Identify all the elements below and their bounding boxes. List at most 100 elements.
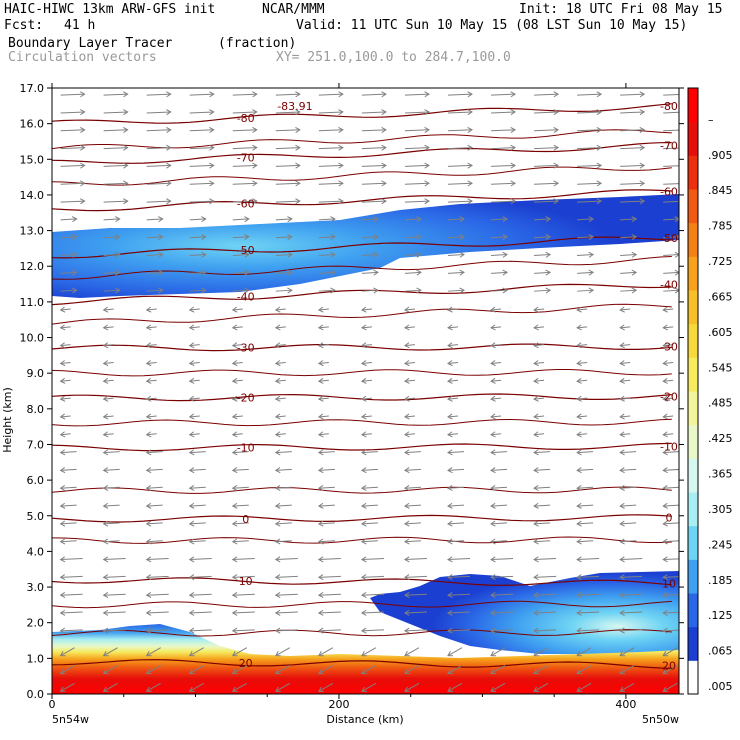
wind-vector-head [619, 538, 625, 545]
wind-vector [103, 593, 126, 596]
wind-vector [146, 182, 171, 185]
wind-vector [103, 147, 128, 150]
wind-vector-head [360, 360, 367, 367]
wind-vector-head [59, 342, 66, 349]
wind-vector-head [360, 609, 367, 616]
wind-vector-head [317, 431, 324, 438]
wind-vector [447, 486, 465, 489]
wind-vector-head [231, 538, 238, 545]
wind-vector-head [102, 627, 109, 634]
wind-vector [60, 344, 71, 347]
wind-vector [620, 486, 637, 489]
wind-vector [620, 129, 645, 132]
wind-vector [361, 271, 378, 274]
temperature-contour [52, 256, 672, 280]
wind-vector-head [274, 502, 281, 509]
wind-vector-head [158, 216, 164, 223]
wind-vector-head [447, 574, 453, 581]
wind-vector-head [576, 520, 582, 527]
wind-vector-head [424, 180, 430, 187]
wind-vector-head [576, 484, 582, 491]
wind-vector [447, 129, 473, 132]
wind-vector [103, 308, 114, 311]
wind-vector [60, 397, 71, 400]
wind-vector-head [510, 144, 517, 151]
wind-vector [577, 289, 594, 292]
wind-vector [361, 147, 386, 150]
wind-vector-head [330, 233, 336, 240]
wind-vector [189, 289, 206, 292]
colorbar-swatch [688, 660, 698, 695]
wind-vector-head [467, 198, 473, 205]
wind-vector [577, 129, 602, 132]
wind-vector-head [533, 306, 539, 313]
wind-vector-head [158, 233, 164, 240]
wind-vector [663, 344, 674, 347]
wind-vector [275, 629, 298, 632]
wind-vector [447, 147, 473, 150]
wind-vector-head [166, 144, 172, 151]
wind-vector [60, 93, 85, 96]
colorbar-label: .725 [708, 255, 733, 268]
wind-vector [146, 218, 163, 221]
wind-vector-head [490, 306, 496, 313]
wind-vector-head [490, 668, 497, 675]
wind-vector [534, 433, 545, 436]
wind-vector [577, 575, 600, 578]
wind-vector [534, 164, 559, 167]
contour-label: -30 [660, 340, 678, 353]
contour-label: -83.91 [277, 100, 312, 113]
wind-vector-head [381, 109, 387, 116]
temperature-contour [52, 514, 672, 523]
wind-vector [232, 164, 257, 167]
colorbar-swatch [688, 357, 698, 392]
wind-vector-head [231, 556, 238, 563]
wind-vector [577, 433, 588, 436]
wind-vector-head [188, 592, 195, 599]
wind-vector [620, 236, 637, 239]
wind-vector-head [619, 484, 625, 491]
wind-vector-head [576, 324, 582, 331]
wind-vector [146, 451, 163, 454]
wind-vector [103, 271, 120, 274]
wind-vector [103, 361, 114, 364]
wind-vector [534, 111, 559, 114]
wind-vector [318, 682, 334, 692]
circulation-vectors [59, 91, 679, 692]
wind-vector [146, 433, 157, 436]
wind-vector-head [59, 651, 66, 657]
wind-vector [60, 254, 77, 257]
wind-vector [663, 183, 679, 185]
wind-vector [447, 433, 459, 436]
wind-vector [577, 164, 602, 167]
wind-vector [577, 451, 594, 454]
wind-vector [404, 361, 416, 364]
wind-vector [189, 182, 214, 185]
wind-vector [490, 326, 502, 329]
wind-vector [232, 593, 255, 596]
wind-vector [663, 540, 679, 543]
wind-vector [189, 415, 200, 418]
wind-vector-head [619, 686, 626, 692]
wind-vector-head [287, 233, 293, 240]
wind-vector-head [145, 342, 152, 349]
wind-vector [361, 254, 378, 257]
wind-vector [275, 682, 291, 692]
wind-vector-head [447, 484, 453, 491]
wind-vector [189, 200, 214, 203]
colorbar-label: .845 [708, 184, 733, 197]
wind-vector-head [274, 360, 281, 367]
wind-vector [663, 111, 679, 114]
wind-vector [103, 200, 128, 203]
wind-vector [491, 271, 508, 274]
boundary-layer-tracer [52, 624, 679, 694]
wind-vector [620, 575, 643, 578]
wind-vector-head [447, 395, 453, 402]
wind-vector [620, 558, 643, 561]
wind-vector [663, 451, 679, 454]
wind-vector-head [231, 502, 238, 509]
wind-vector-head [274, 484, 281, 491]
wind-vector [60, 147, 85, 150]
wind-vector [60, 289, 77, 292]
contour-label: -30 [237, 342, 255, 355]
